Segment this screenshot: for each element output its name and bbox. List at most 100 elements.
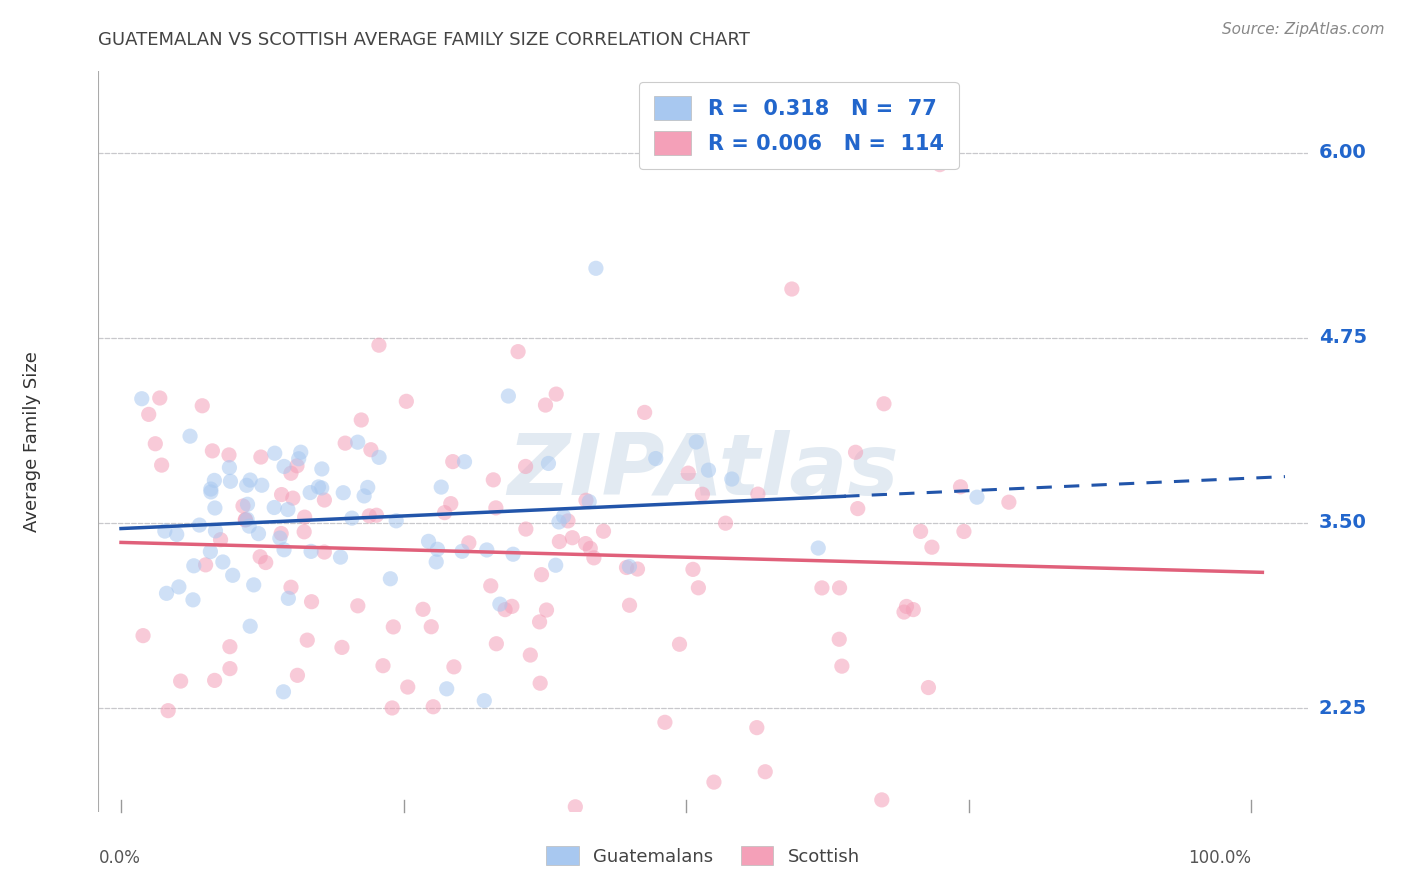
Point bbox=[633, 405, 655, 419]
Point bbox=[249, 549, 271, 564]
Point bbox=[335, 436, 357, 450]
Point bbox=[209, 533, 232, 547]
Point bbox=[534, 398, 557, 412]
Point bbox=[281, 491, 304, 505]
Point bbox=[745, 721, 768, 735]
Point bbox=[149, 391, 172, 405]
Point bbox=[153, 524, 176, 538]
Point bbox=[235, 513, 257, 527]
Point bbox=[359, 508, 381, 523]
Point bbox=[368, 338, 391, 352]
Point bbox=[290, 445, 312, 459]
Point bbox=[585, 261, 607, 276]
Point bbox=[273, 685, 295, 699]
Text: 3.50: 3.50 bbox=[1319, 514, 1367, 533]
Text: 0.0%: 0.0% bbox=[98, 849, 141, 867]
Point bbox=[548, 534, 571, 549]
Point bbox=[346, 435, 368, 450]
Point bbox=[238, 519, 260, 533]
Point bbox=[263, 446, 285, 460]
Point bbox=[873, 397, 896, 411]
Point bbox=[270, 526, 292, 541]
Point bbox=[297, 633, 319, 648]
Point bbox=[430, 480, 453, 494]
Point bbox=[917, 681, 939, 695]
Point bbox=[418, 534, 440, 549]
Point bbox=[457, 536, 479, 550]
Point bbox=[157, 704, 180, 718]
Point bbox=[561, 531, 583, 545]
Point bbox=[530, 567, 553, 582]
Point bbox=[314, 545, 336, 559]
Point bbox=[720, 472, 742, 486]
Point bbox=[150, 458, 173, 472]
Point bbox=[966, 490, 988, 504]
Text: 6.00: 6.00 bbox=[1319, 144, 1367, 162]
Point bbox=[578, 494, 600, 508]
Point bbox=[412, 602, 434, 616]
Point bbox=[247, 526, 270, 541]
Point bbox=[436, 681, 458, 696]
Point bbox=[235, 478, 257, 492]
Point bbox=[619, 559, 641, 574]
Point bbox=[277, 502, 299, 516]
Point bbox=[420, 620, 443, 634]
Point bbox=[301, 595, 323, 609]
Point bbox=[425, 555, 447, 569]
Point bbox=[181, 592, 204, 607]
Point bbox=[426, 542, 449, 557]
Point bbox=[332, 485, 354, 500]
Point bbox=[299, 544, 322, 558]
Point bbox=[273, 459, 295, 474]
Point bbox=[529, 676, 551, 690]
Point bbox=[811, 581, 834, 595]
Point bbox=[219, 475, 242, 489]
Point bbox=[292, 524, 315, 539]
Point bbox=[998, 495, 1021, 509]
Point bbox=[368, 450, 391, 465]
Point bbox=[893, 605, 915, 619]
Point bbox=[828, 581, 851, 595]
Point bbox=[155, 586, 177, 600]
Point bbox=[357, 480, 380, 494]
Point bbox=[529, 615, 551, 629]
Point bbox=[194, 558, 217, 572]
Point bbox=[482, 473, 505, 487]
Point bbox=[385, 514, 408, 528]
Point bbox=[277, 591, 299, 606]
Point bbox=[579, 541, 602, 556]
Point bbox=[299, 485, 322, 500]
Text: 2.25: 2.25 bbox=[1319, 698, 1367, 717]
Point bbox=[443, 660, 465, 674]
Text: GUATEMALAN VS SCOTTISH AVERAGE FAMILY SIZE CORRELATION CHART: GUATEMALAN VS SCOTTISH AVERAGE FAMILY SI… bbox=[98, 31, 751, 49]
Point bbox=[870, 793, 893, 807]
Point bbox=[685, 435, 707, 450]
Point bbox=[688, 581, 710, 595]
Point bbox=[537, 457, 560, 471]
Text: Source: ZipAtlas.com: Source: ZipAtlas.com bbox=[1222, 22, 1385, 37]
Point bbox=[703, 775, 725, 789]
Point bbox=[232, 499, 254, 513]
Text: Average Family Size: Average Family Size bbox=[22, 351, 41, 532]
Point bbox=[218, 448, 240, 462]
Point bbox=[501, 599, 523, 614]
Point bbox=[644, 451, 666, 466]
Point bbox=[200, 544, 222, 558]
Point bbox=[188, 518, 211, 533]
Point bbox=[475, 543, 498, 558]
Point bbox=[250, 450, 273, 464]
Point bbox=[329, 550, 352, 565]
Point bbox=[441, 455, 464, 469]
Point bbox=[910, 524, 932, 539]
Point bbox=[548, 515, 571, 529]
Point bbox=[191, 399, 214, 413]
Point bbox=[131, 392, 153, 406]
Point bbox=[239, 619, 262, 633]
Point bbox=[212, 555, 235, 569]
Point bbox=[582, 550, 605, 565]
Point bbox=[616, 560, 638, 574]
Point bbox=[201, 443, 224, 458]
Point bbox=[242, 578, 264, 592]
Point bbox=[440, 497, 463, 511]
Point bbox=[269, 531, 291, 545]
